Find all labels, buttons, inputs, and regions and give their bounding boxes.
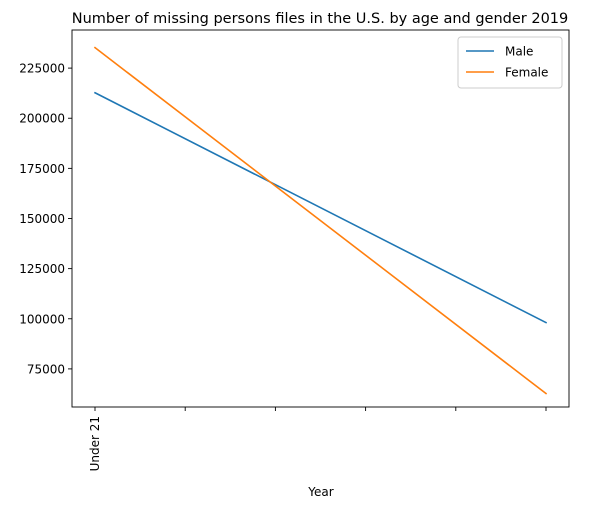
legend: Male Female xyxy=(457,36,563,89)
y-tick-label: 225000 xyxy=(19,62,65,76)
series-layer xyxy=(93,46,548,395)
x-axis: Under 21 xyxy=(88,407,547,471)
legend-label: Male xyxy=(505,45,533,59)
y-tick-label: 75000 xyxy=(27,362,65,376)
y-tick-label: 200000 xyxy=(19,112,65,126)
legend-frame xyxy=(457,36,563,89)
legend-label: Female xyxy=(505,66,548,80)
y-tick-label: 150000 xyxy=(19,212,65,226)
x-tick-label: Under 21 xyxy=(88,416,102,471)
y-tick-label: 125000 xyxy=(19,262,65,276)
y-tick-label: 100000 xyxy=(19,312,65,326)
y-axis: 75000 100000 125000 150000 175000 200000 22500… xyxy=(19,62,72,376)
series-line-male xyxy=(93,91,548,324)
chart-title: Number of missing persons files in the U… xyxy=(72,11,569,27)
y-tick-label: 175000 xyxy=(19,162,65,176)
series-line-female xyxy=(93,46,548,395)
x-axis-label: Year xyxy=(307,485,333,499)
